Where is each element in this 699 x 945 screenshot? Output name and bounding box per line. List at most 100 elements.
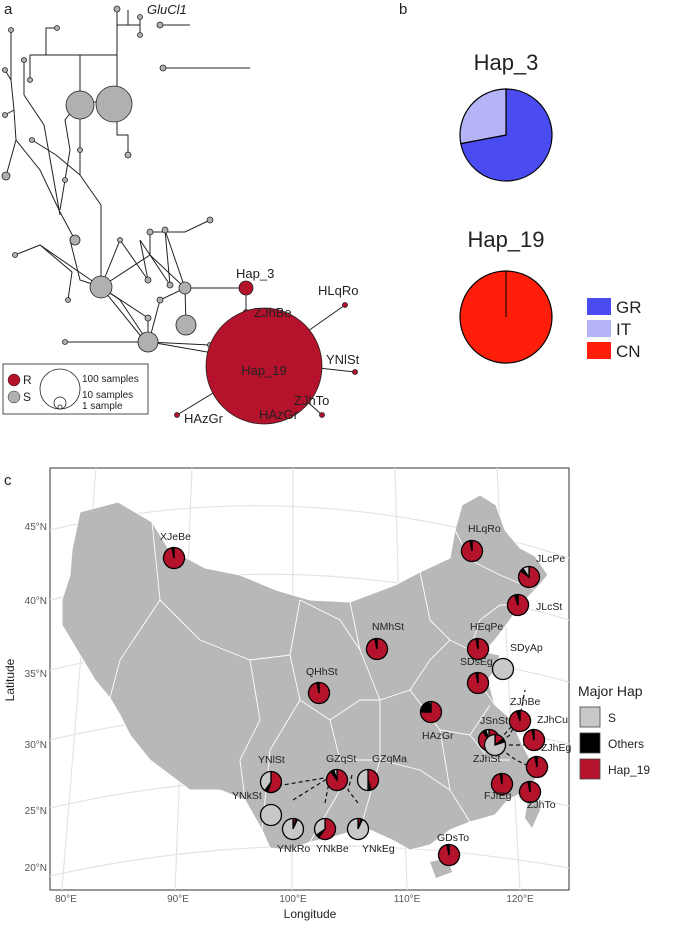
legend-s-swatch: [7, 390, 21, 404]
site-label: YNkRo: [277, 843, 310, 855]
site-label: GZqSt: [326, 753, 356, 765]
legend-r-swatch: [7, 373, 21, 387]
site-slice-others: [446, 843, 450, 856]
site-label: GZqMa: [372, 753, 407, 765]
network-node: [62, 177, 68, 183]
site-gzqma: GZqMa: [356, 753, 407, 792]
y-tick-40: 40°N: [25, 596, 47, 607]
pie-hap19-title: Hap_19: [467, 227, 544, 252]
network-legend-box: [2, 363, 149, 415]
label-hap3: Hap_3: [236, 266, 274, 281]
network-node: [62, 339, 68, 345]
network-node-red: [319, 412, 325, 418]
site-zjhto: ZJhTo: [518, 780, 556, 811]
site-zjhcu: ZJhCu: [522, 714, 568, 752]
site-xjebe: XJeBe: [160, 531, 191, 570]
site-label: JLcSt: [536, 601, 562, 613]
site-label: ZJhBe: [510, 696, 541, 708]
pie-hap3-title: Hap_3: [474, 50, 539, 75]
network-node: [27, 77, 33, 83]
site-slice-s: [313, 817, 326, 837]
y-tick-45: 45°N: [25, 522, 47, 533]
site-label: SDsEg: [460, 656, 493, 668]
gene-name: GluCl1: [147, 2, 187, 17]
legend-gr-swatch: [587, 298, 611, 315]
site-slice-hap19: [317, 817, 337, 841]
site-slice-others: [475, 637, 479, 650]
label-hlqro: HLqRo: [318, 283, 358, 298]
site-ynlst: YNlSt: [258, 754, 285, 794]
network-node: [156, 21, 164, 29]
legend-s-label-map: S: [608, 711, 616, 725]
network-node: [2, 67, 8, 73]
legend-size-1: [57, 404, 63, 410]
network-node: [29, 137, 35, 143]
network-node: [113, 5, 121, 13]
site-slice-others: [534, 755, 538, 768]
legend-size-1-label: 1 sample: [82, 401, 123, 412]
site-slice-others: [469, 539, 473, 552]
site-slice-s: [259, 770, 272, 792]
label-hap19: Hap_19: [241, 363, 287, 378]
site-label: FJfEg: [484, 790, 512, 802]
site-slice-s: [356, 768, 369, 792]
site-slice-hap19: [367, 768, 380, 791]
network-node-large: [65, 90, 95, 120]
network-node: [161, 226, 169, 234]
site-label: JLcPe: [536, 553, 565, 565]
site-ynkeg: YNkEg: [346, 817, 395, 855]
y-tick-30: 30°N: [25, 740, 47, 751]
site-gdsto: GDsTo: [437, 832, 469, 867]
site-slice-hap19: [419, 700, 443, 724]
network-node: [12, 252, 18, 258]
network-node-large: [178, 281, 192, 295]
map-panel: 80°E 90°E 100°E 110°E 120°E Longitude 20…: [3, 467, 572, 921]
hap19-node: [205, 307, 323, 425]
network-node: [124, 151, 132, 159]
x-tick-90: 90°E: [167, 894, 189, 905]
legend-size-10-label: 10 samples: [82, 390, 133, 401]
origin-legend: GR IT CN: [587, 298, 642, 361]
site-slice-others: [499, 772, 503, 785]
site-slice-s: [521, 565, 530, 580]
site-slice-s: [346, 817, 370, 841]
label-ynlst: YNlSt: [326, 352, 360, 367]
site-slice-others: [171, 546, 175, 559]
site-zjheg: ZJhEg: [525, 742, 572, 779]
site-label: GDsTo: [437, 832, 469, 844]
network-node-red: [342, 302, 348, 308]
pie-hap3-slice-it: [459, 88, 507, 145]
y-tick-35: 35°N: [25, 669, 47, 680]
site-slice-s: [259, 803, 283, 827]
label-zjhbe: ZJhBe: [254, 305, 292, 320]
network-legend: R S 100 samples 10 samples 1 sample: [2, 363, 149, 415]
y-axis-title: Latitude: [3, 658, 17, 701]
site-nmhst: NMhSt: [365, 621, 404, 661]
site-hazgr: HAzGr: [419, 700, 454, 742]
network-node: [146, 228, 154, 236]
site-label: YNlSt: [258, 754, 285, 766]
site-slice-s: [491, 657, 515, 681]
network-node: [137, 14, 143, 20]
site-label: HAzGr: [422, 730, 454, 742]
network-node: [65, 297, 71, 303]
site-ynkbe: YNkBe: [313, 817, 349, 855]
site-slice-others: [531, 728, 535, 741]
site-label: YNkBe: [316, 843, 349, 855]
network-nodes: [1, 5, 358, 425]
network-node: [144, 276, 152, 284]
legend-r-label: R: [23, 373, 32, 387]
panel-a-letter: a: [4, 1, 13, 18]
legend-cn-label: CN: [616, 342, 641, 361]
network-node: [166, 281, 174, 289]
legend-hap19-label: Hap_19: [608, 763, 650, 777]
network-node: [1, 171, 11, 181]
site-label: HEqPe: [470, 621, 503, 633]
network-node: [206, 216, 214, 224]
y-axis: 20°N 25°N 30°N 35°N 40°N 45°N Latitude: [3, 522, 47, 874]
site-fjfeg: FJfEg: [484, 772, 514, 802]
site-heqpe: HEqPe: [466, 621, 503, 661]
legend-it-swatch: [587, 320, 611, 337]
network-node: [144, 314, 152, 322]
